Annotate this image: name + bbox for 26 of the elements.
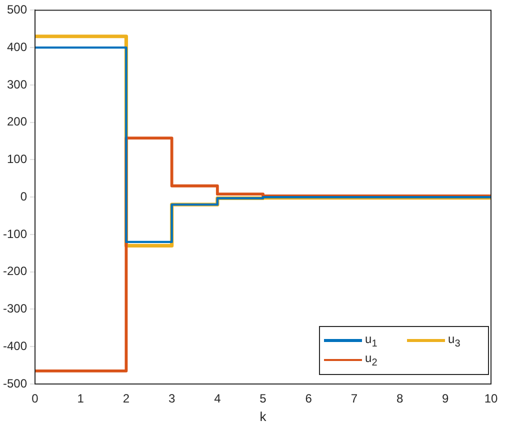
x-tick-label: 9 <box>442 392 450 406</box>
x-tick-label: 1 <box>77 392 84 406</box>
y-tick-label: 100 <box>6 152 28 166</box>
x-tick-label: 0 <box>32 392 39 406</box>
y-tick-label: -300 <box>2 302 28 316</box>
x-tick-label: 10 <box>484 392 498 406</box>
x-tick-label: 7 <box>350 392 358 406</box>
x-tick-label: 5 <box>260 392 267 406</box>
legend-label: u$_{2}$ <box>365 351 378 369</box>
x-tick-label: 3 <box>168 392 176 406</box>
x-axis-title: k <box>260 408 267 424</box>
y-tick-label: -100 <box>2 226 28 241</box>
y-tick-label: -500 <box>2 376 28 390</box>
legend-label: u$_{3}$ <box>448 332 460 350</box>
y-tick-label: 0 <box>20 189 28 204</box>
x-tick-label: 8 <box>396 392 404 406</box>
y-tick-label: 300 <box>6 77 28 92</box>
y-tick-label: -200 <box>2 264 28 278</box>
y-tick-label: 200 <box>6 114 28 129</box>
y-tick-label: 400 <box>6 40 28 54</box>
y-tick-label: 500 <box>6 2 28 17</box>
y-tick-label: -400 <box>2 338 28 353</box>
x-tick-label: 2 <box>122 392 130 406</box>
x-tick-label: 4 <box>214 392 222 406</box>
x-tick-label: 6 <box>305 392 312 406</box>
legend-label: u$_{1}$ <box>365 332 378 350</box>
